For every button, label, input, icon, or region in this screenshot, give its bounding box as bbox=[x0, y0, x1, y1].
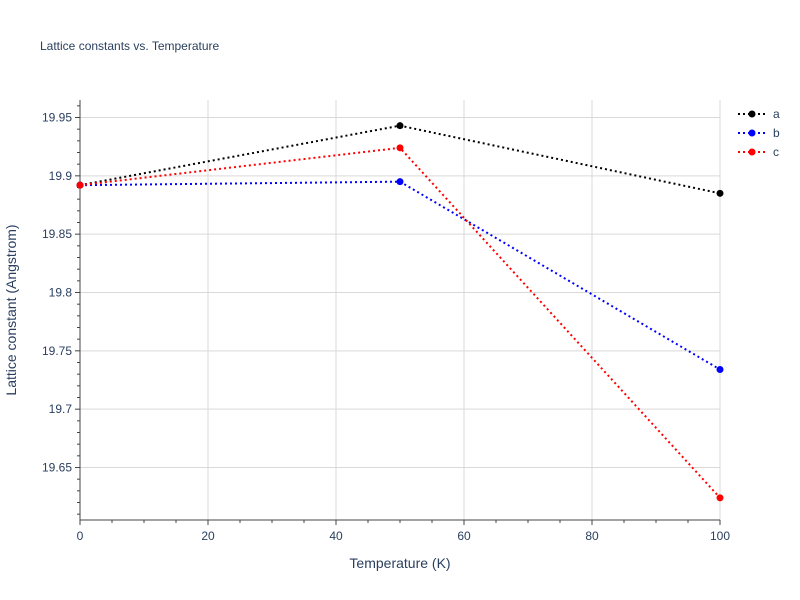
legend-label-b: b bbox=[773, 126, 780, 140]
data-point-b bbox=[396, 178, 404, 186]
x-tick-label: 60 bbox=[457, 529, 471, 543]
y-tick-label: 19.8 bbox=[49, 286, 73, 300]
series-line-b bbox=[79, 180, 721, 371]
data-point-c bbox=[716, 494, 724, 502]
series-line-c bbox=[79, 146, 721, 499]
legend-label-c: c bbox=[773, 145, 779, 159]
x-tick-label: 80 bbox=[585, 529, 599, 543]
axes: 19.65 19.7 19.75 19.8 19.85 19.9 19.95 0 20 40 60 8… bbox=[42, 100, 730, 543]
legend-marker-b bbox=[748, 129, 756, 137]
y-tick-label: 19.75 bbox=[42, 344, 72, 358]
grid bbox=[80, 100, 721, 520]
data-point-a bbox=[716, 189, 724, 197]
y-tick-label: 19.9 bbox=[49, 169, 73, 183]
legend[interactable]: abc bbox=[738, 107, 780, 159]
legend-item-a[interactable]: a bbox=[738, 107, 780, 121]
x-tick-label: 40 bbox=[329, 529, 343, 543]
legend-marker-c bbox=[748, 148, 756, 156]
y-tick-label: 19.85 bbox=[42, 227, 72, 241]
data-point-a bbox=[396, 122, 404, 130]
legend-item-c[interactable]: c bbox=[738, 145, 779, 159]
x-tick-label: 100 bbox=[710, 529, 730, 543]
x-tick-label: 0 bbox=[77, 529, 84, 543]
legend-item-b[interactable]: b bbox=[738, 126, 780, 140]
data-point-b bbox=[716, 366, 724, 373]
y-tick-label: 19.95 bbox=[42, 111, 72, 125]
y-tick-label: 19.65 bbox=[42, 461, 72, 475]
series-layer bbox=[76, 122, 724, 502]
chart-title: Lattice constants vs. Temperature bbox=[40, 39, 220, 53]
data-point-c bbox=[76, 181, 84, 189]
x-axis-title: Temperature (K) bbox=[349, 555, 450, 571]
legend-label-a: a bbox=[773, 107, 780, 121]
y-axis-title: Lattice constant (Angstrom) bbox=[3, 224, 19, 395]
y-tick-label: 19.7 bbox=[49, 402, 73, 416]
legend-marker-a bbox=[748, 110, 756, 118]
data-point-c bbox=[396, 144, 404, 152]
x-tick-label: 20 bbox=[201, 529, 215, 543]
